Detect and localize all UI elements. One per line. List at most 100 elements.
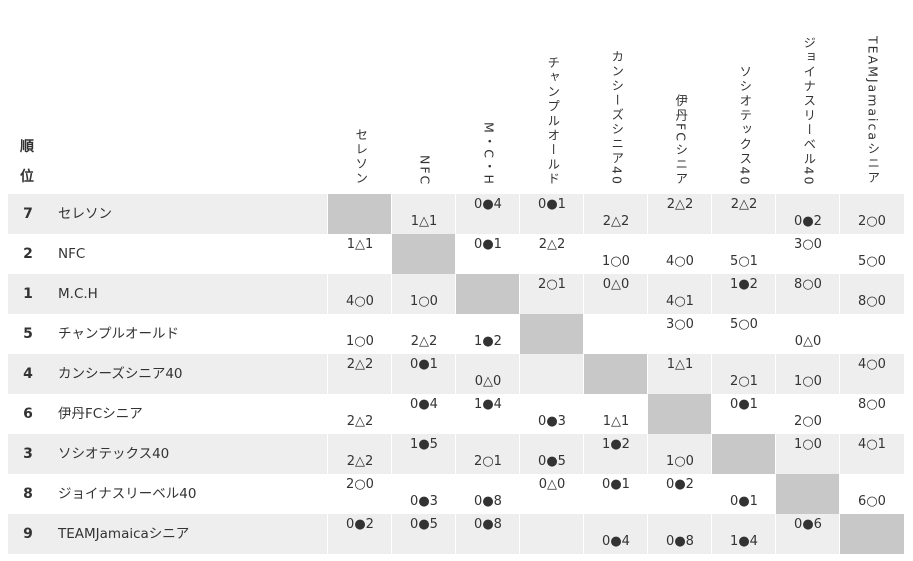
column-divider <box>647 194 648 554</box>
result-score-top: 0●2 <box>346 517 374 532</box>
result-score-top: 0●8 <box>474 517 502 532</box>
result-cell: 0●1 <box>520 194 584 234</box>
rank-header-label: 位 <box>20 169 34 185</box>
result-score-top: 1●5 <box>410 437 438 452</box>
self-match-cell <box>840 514 904 554</box>
result-score-top: 0△0 <box>602 277 630 292</box>
result-cell: 6○0 <box>840 474 904 514</box>
result-score-top: 2○1 <box>538 277 566 292</box>
result-score-bottom: 2○1 <box>474 454 502 469</box>
result-cell: 0●1 <box>712 474 776 514</box>
column-header: NFC <box>392 0 456 186</box>
rank-cell: 6 <box>23 406 33 422</box>
result-score-top: 4○0 <box>858 357 886 372</box>
result-score-top: 0●4 <box>410 397 438 412</box>
result-cell: 4○1 <box>840 434 904 474</box>
result-cell: 1○0 <box>648 434 712 474</box>
self-match-cell <box>776 474 840 514</box>
team-name: M.C.H <box>58 286 98 302</box>
result-score-bottom: 2△2 <box>602 214 630 229</box>
column-header: チャンプルオールド <box>520 0 584 187</box>
result-cell: 2○1 <box>520 274 584 314</box>
result-score-bottom: 1△1 <box>410 214 438 229</box>
rank-header-label: 順 <box>20 139 34 155</box>
column-header: ジョイナスリーベル40 <box>776 0 840 186</box>
table-row: 4 カンシーズシニア40 2△2 0●1 0△0 1△1 2○1 1○0 4○0 <box>8 354 904 394</box>
column-header-label: ソシオテックス40 <box>737 64 753 186</box>
result-cell: 8○0 <box>840 274 904 314</box>
column-header-label: セレソン <box>353 128 369 186</box>
result-cell: 1○0 <box>392 274 456 314</box>
result-cell: 1△1 <box>648 354 712 394</box>
team-name: ソシオテックス40 <box>58 446 170 462</box>
result-score-bottom: 0●4 <box>602 534 630 549</box>
result-score-top: 0●1 <box>730 397 758 412</box>
rank-cell: 5 <box>23 326 33 342</box>
result-cell: 0●8 <box>456 474 520 514</box>
result-score-top: 2△2 <box>346 357 374 372</box>
result-cell: 0●8 <box>456 514 520 554</box>
result-cell: 0△0 <box>776 314 840 354</box>
result-score-top: 0●6 <box>794 517 822 532</box>
result-score-top: 1○0 <box>794 437 822 452</box>
result-cell: 2△2 <box>520 234 584 274</box>
column-header-label: M・C・H <box>481 122 497 186</box>
team-name: セレソン <box>58 206 112 222</box>
result-score-bottom: 2△2 <box>346 454 374 469</box>
rank-cell: 8 <box>23 486 33 502</box>
result-score-top: 0●5 <box>410 517 438 532</box>
result-score-bottom: 0●8 <box>474 494 502 509</box>
result-score-bottom: 0●5 <box>538 454 566 469</box>
result-cell <box>584 314 648 354</box>
result-cell: 1●4 <box>712 514 776 554</box>
result-score-top: 8○0 <box>794 277 822 292</box>
result-score-bottom: 1○0 <box>666 454 694 469</box>
result-score-bottom: 0●3 <box>538 414 566 429</box>
result-cell: 5○0 <box>840 234 904 274</box>
result-score-top: 0△0 <box>538 477 566 492</box>
column-header-label: ジョイナスリーベル40 <box>801 35 817 186</box>
result-cell: 1○0 <box>328 314 392 354</box>
result-score-top: 1●4 <box>474 397 502 412</box>
table-row: 2 NFC 1△1 0●1 2△2 1○0 4○0 5○1 3○0 5○0 <box>8 234 904 274</box>
result-score-bottom: 4○1 <box>666 294 694 309</box>
result-cell: 0●4 <box>392 394 456 434</box>
result-score-top: 2△2 <box>538 237 566 252</box>
result-score-bottom: 2○0 <box>794 414 822 429</box>
rank-cell: 3 <box>23 446 33 462</box>
result-score-top: 3○0 <box>794 237 822 252</box>
result-score-top: 0●1 <box>538 197 566 212</box>
result-cell: 5○0 <box>712 314 776 354</box>
result-cell: 0●5 <box>520 434 584 474</box>
column-header-label: カンシーズシニア40 <box>609 50 625 186</box>
result-cell: 4○0 <box>328 274 392 314</box>
result-score-bottom: 1○0 <box>346 334 374 349</box>
result-score-top: 2△2 <box>666 197 694 212</box>
table-row: 7 セレソン 1△1 0●4 0●1 2△2 2△2 2△2 0●2 2○0 <box>8 194 904 234</box>
result-score-bottom: 8○0 <box>858 294 886 309</box>
result-score-bottom: 2△2 <box>410 334 438 349</box>
result-cell: 2△2 <box>584 194 648 234</box>
team-name: NFC <box>58 246 86 262</box>
result-cell: 2△2 <box>648 194 712 234</box>
team-name: TEAMJamaicaシニア <box>58 526 190 542</box>
column-divider <box>519 194 520 554</box>
result-cell: 2△2 <box>712 194 776 234</box>
result-cell: 4○1 <box>648 274 712 314</box>
result-cell <box>840 314 904 354</box>
result-cell: 0△0 <box>520 474 584 514</box>
result-score-top: 2○0 <box>346 477 374 492</box>
result-cell <box>520 514 584 554</box>
self-match-cell <box>456 274 520 314</box>
result-cell: 2△2 <box>328 394 392 434</box>
result-score-bottom: 1●2 <box>474 334 502 349</box>
result-score-bottom: 5○1 <box>730 254 758 269</box>
result-score-bottom: 1○0 <box>602 254 630 269</box>
column-header-label: NFC <box>417 154 433 186</box>
result-cell: 1○0 <box>584 234 648 274</box>
result-score-bottom: 4○0 <box>666 254 694 269</box>
rank-cell: 1 <box>23 286 33 302</box>
result-cell: 4○0 <box>648 234 712 274</box>
result-score-top: 8○0 <box>858 397 886 412</box>
result-score-bottom: 0△0 <box>794 334 822 349</box>
